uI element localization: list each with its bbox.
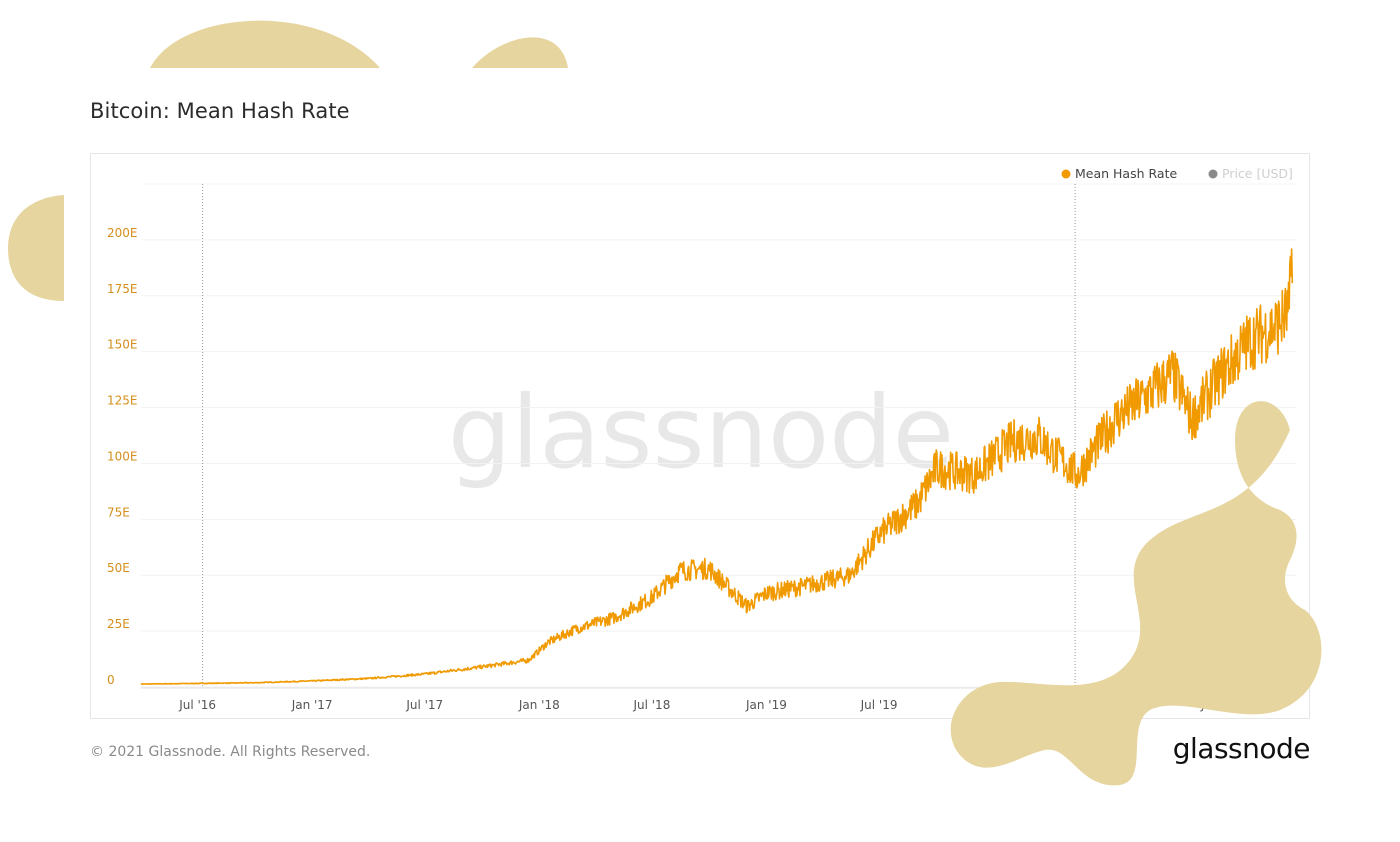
decorative-blob-bottom-right (950, 401, 1322, 786)
watermark: glassnode (448, 374, 954, 491)
x-tick-label: Jan '17 (291, 698, 333, 712)
x-tick-label: Jan '18 (518, 698, 560, 712)
series-line-mean-hash-rate (140, 248, 1294, 686)
y-tick-label: 200E (107, 226, 138, 240)
y-tick-label: 150E (107, 338, 138, 352)
legend-marker (1061, 169, 1071, 179)
legend-marker (1208, 169, 1218, 179)
x-tick-label: Jul '19 (860, 698, 898, 712)
y-tick-label: 175E (107, 282, 138, 296)
decorative-blob-left (8, 195, 64, 301)
y-tick-label: 75E (107, 505, 130, 519)
y-tick-label: 125E (107, 394, 138, 408)
page-title: Bitcoin: Mean Hash Rate (90, 99, 350, 123)
y-tick-label: 50E (107, 561, 130, 575)
y-tick-label: 0 (107, 673, 115, 687)
x-tick-label: Jul '18 (632, 698, 670, 712)
legend-label: Mean Hash Rate (1075, 166, 1177, 181)
y-tick-label: 25E (107, 617, 130, 631)
glassnode-logo: glassnode (1172, 732, 1311, 765)
decorative-blob-top-left (150, 20, 380, 68)
legend-label: Price [USD] (1222, 166, 1293, 181)
x-tick-label: Jan '19 (745, 698, 787, 712)
y-tick-label: 100E (107, 449, 138, 463)
x-tick-label: Jul '17 (405, 698, 443, 712)
decorative-blob-top-mid (472, 37, 568, 68)
x-tick-label: Jul '16 (178, 698, 216, 712)
footer-copyright: © 2021 Glassnode. All Rights Reserved. (90, 744, 371, 760)
